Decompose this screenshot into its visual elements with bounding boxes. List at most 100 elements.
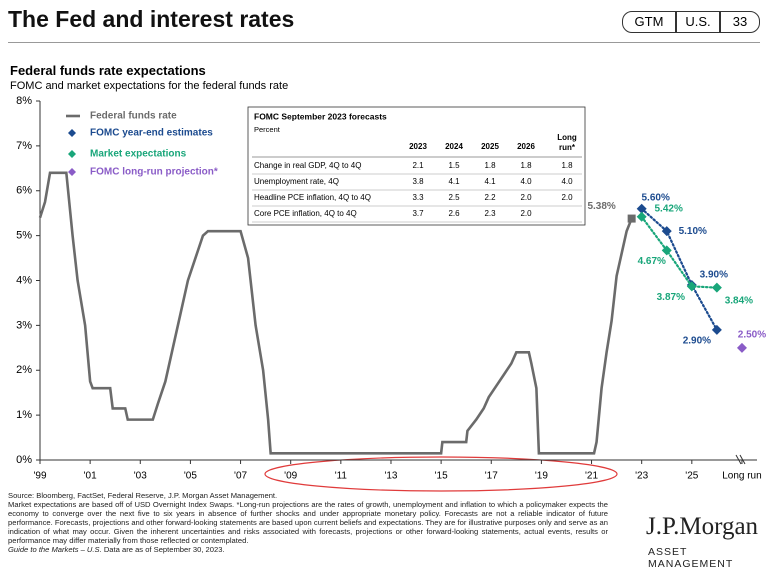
x-tick-label: '23: [635, 471, 648, 482]
table-column-header: 2023: [409, 142, 427, 151]
marker-diamond: [711, 282, 722, 293]
series-line: [640, 207, 718, 331]
data-label: 4.67%: [638, 256, 666, 267]
series-line: [38, 171, 633, 455]
badge: GTM: [622, 11, 676, 33]
header-rule: [8, 42, 760, 43]
legend-label: Federal funds rate: [90, 111, 177, 122]
table-row-label: Headline PCE inflation, 4Q to 4Q: [254, 193, 371, 202]
x-tick-label: '11: [335, 471, 348, 482]
marker-diamond: [661, 226, 672, 237]
marker-diamond: [736, 342, 747, 353]
table-cell: 1.5: [448, 161, 460, 170]
data-label: 2.90%: [683, 336, 711, 347]
y-tick-label: 2%: [16, 364, 32, 376]
y-tick-label: 5%: [16, 230, 32, 242]
badge: U.S.: [676, 11, 720, 33]
legend-label: FOMC long-run projection*: [90, 167, 218, 178]
table-cell: 2.2: [484, 193, 496, 202]
y-tick-label: 1%: [16, 409, 32, 421]
table-cell: 2.6: [448, 209, 460, 218]
marker-square: [627, 214, 636, 223]
table-cell: 3.3: [412, 193, 424, 202]
x-tick-label: '09: [284, 471, 297, 482]
x-tick-label: '01: [84, 471, 97, 482]
table-cell: 2.0: [520, 209, 532, 218]
x-tick-label: '19: [535, 471, 548, 482]
logo-tagline: ASSET MANAGEMENT: [648, 546, 734, 570]
series-line: [640, 215, 718, 289]
marker-diamond: [636, 203, 647, 214]
data-label: 3.84%: [725, 295, 753, 306]
x-tick-label: '07: [234, 471, 247, 482]
x-tick-label: '05: [184, 471, 197, 482]
data-label: 3.87%: [657, 292, 685, 303]
table-cell: 4.0: [520, 177, 532, 186]
data-label: 5.60%: [641, 192, 669, 203]
source: Source: Bloomberg, FactSet, Federal Rese…: [8, 491, 278, 500]
legend-label: FOMC year-end estimates: [90, 128, 213, 139]
highlight-ellipse: [264, 456, 618, 492]
y-tick-label: 0%: [16, 454, 32, 466]
y-tick-label: 8%: [16, 95, 32, 107]
y-tick-label: 6%: [16, 185, 32, 197]
marker-diamond: [661, 245, 672, 256]
table-cell: 2.0: [561, 193, 573, 202]
table-subtitle: Percent: [254, 125, 281, 134]
logo: J.P.Morgan: [646, 513, 759, 540]
table-cell: 4.1: [484, 177, 496, 186]
legend-swatch: [68, 150, 76, 158]
table-column-header: 2025: [481, 142, 499, 151]
table-column-header: Long run*: [557, 133, 577, 152]
x-tick-label: '21: [585, 471, 598, 482]
table-cell: 4.0: [561, 177, 573, 186]
x-tick-label: '99: [33, 471, 46, 482]
legend-label: Market expectations: [90, 149, 187, 160]
table-column-header: 2026: [517, 142, 535, 151]
x-tick-label: '13: [384, 471, 397, 482]
data-label: 5.38%: [587, 201, 615, 212]
legend-swatch: [68, 129, 76, 137]
table-cell: 1.8: [561, 161, 573, 170]
table-cell: 1.8: [520, 161, 532, 170]
table-cell: 3.7: [412, 209, 424, 218]
y-tick-label: 3%: [16, 319, 32, 331]
table-cell: 4.1: [448, 177, 460, 186]
marker-diamond: [686, 281, 697, 292]
footnotes: Source: Bloomberg, FactSet, Federal Rese…: [8, 491, 608, 554]
data-label: 5.10%: [679, 226, 707, 237]
y-tick-label: 7%: [16, 140, 32, 152]
notes: Market expectations are based off of USD…: [8, 500, 608, 545]
y-tick-label: 4%: [16, 274, 32, 286]
x-tick-label: '15: [435, 471, 448, 482]
table-cell: 3.8: [412, 177, 424, 186]
table-cell: 1.8: [484, 161, 496, 170]
data-label: 2.50%: [738, 329, 766, 340]
data-label: 5.42%: [654, 203, 682, 214]
table-column-header: 2024: [445, 142, 463, 151]
table-cell: 2.0: [520, 193, 532, 202]
x-tick-label: '03: [134, 471, 147, 482]
marker-diamond: [636, 211, 647, 222]
table-box: [247, 106, 586, 226]
table-cell: 2.3: [484, 209, 496, 218]
as-of: Guide to the Markets – U.S. Data are as …: [8, 545, 608, 554]
x-tick-label: '17: [485, 471, 498, 482]
table-cell: 2.5: [448, 193, 460, 202]
x-tick-label: Long run: [722, 471, 761, 482]
forecast-table: FOMC September 2023 forecasts Percent 20…: [247, 106, 586, 226]
table-row-label: Change in real GDP, 4Q to 4Q: [254, 161, 361, 170]
marker-diamond: [711, 324, 722, 335]
chart-subtitle: FOMC and market expectations for the fed…: [10, 80, 289, 92]
data-label: 3.90%: [700, 270, 728, 281]
table-title: FOMC September 2023 forecasts: [254, 111, 387, 121]
as-of-date: Data are as of September 30, 2023.: [103, 545, 225, 554]
chart-title: Federal funds rate expectations: [10, 63, 206, 78]
legend-swatch: [68, 168, 76, 176]
table-cell: 2.1: [412, 161, 424, 170]
table-row-label: Unemployment rate, 4Q: [254, 177, 339, 186]
badge: 33: [720, 11, 760, 33]
table-row-label: Core PCE inflation, 4Q to 4Q: [254, 209, 357, 218]
